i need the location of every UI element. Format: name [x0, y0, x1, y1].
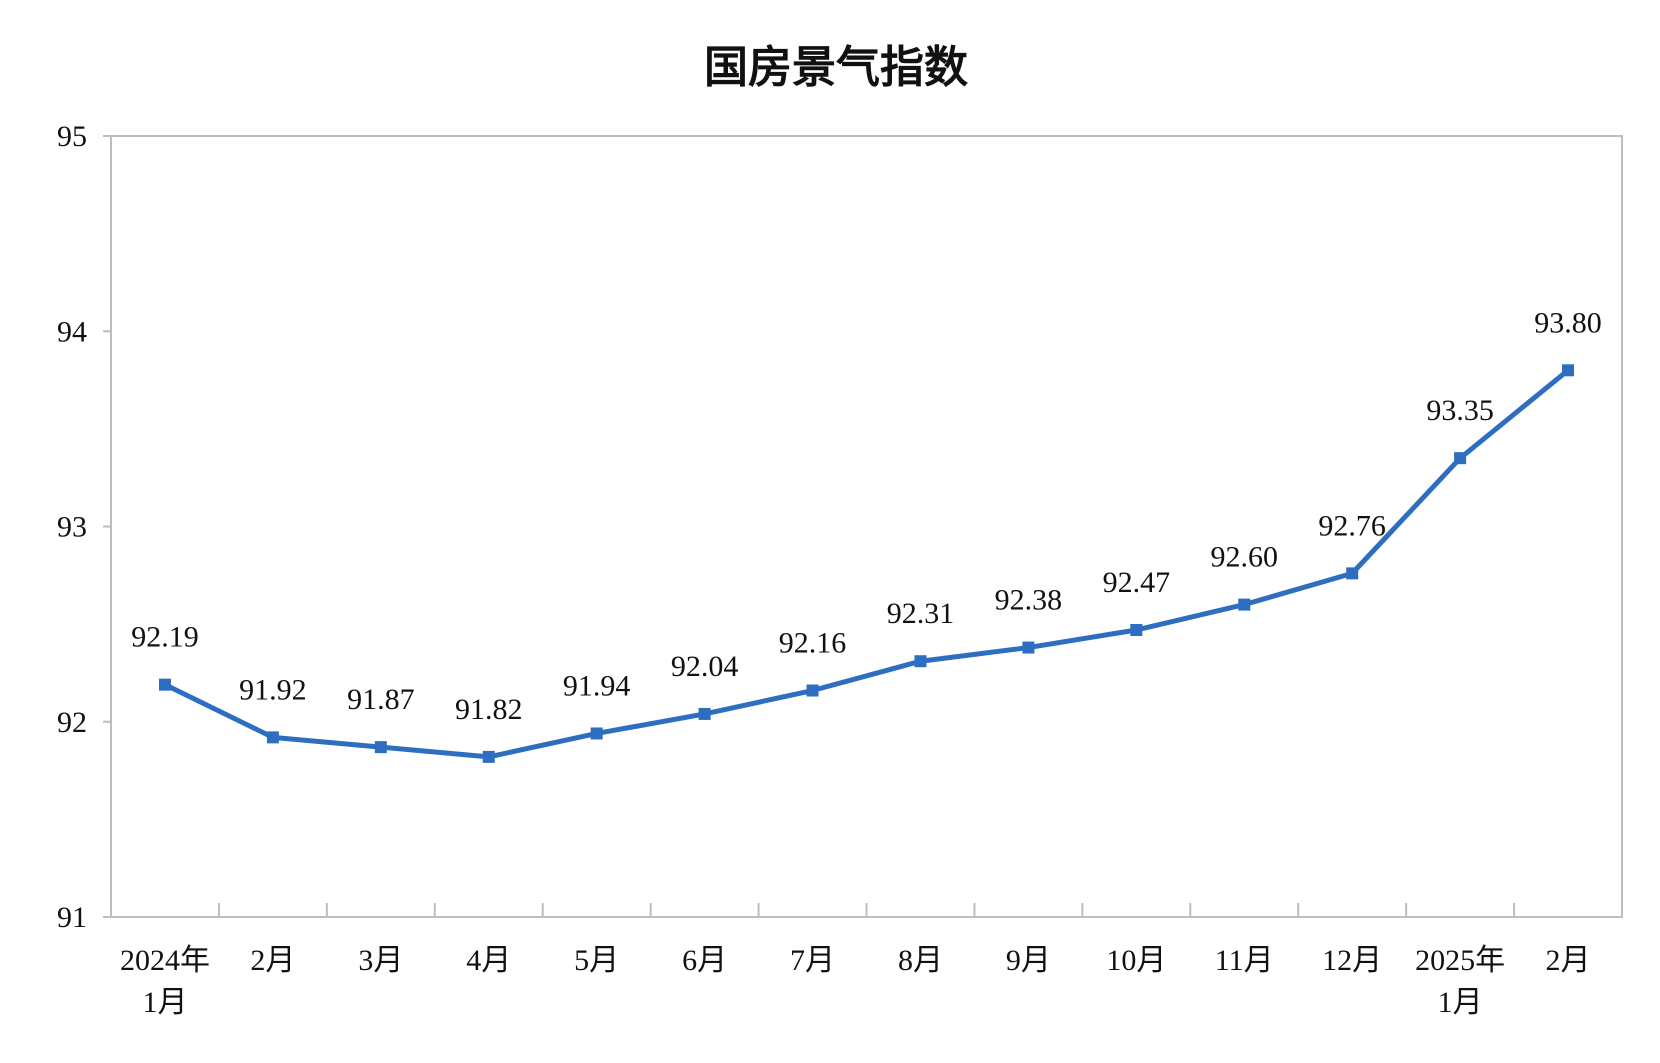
x-tick-label: 2025年	[1415, 944, 1505, 977]
x-tick-label: 6月	[682, 944, 727, 977]
data-label: 92.76	[1318, 509, 1386, 542]
data-point	[1238, 598, 1251, 611]
y-tick-label: 95	[57, 120, 87, 153]
x-tick-label: 1月	[1438, 986, 1483, 1019]
data-label: 91.82	[455, 693, 523, 726]
x-tick-label: 11月	[1215, 944, 1274, 977]
data-point	[698, 707, 711, 720]
data-point	[1022, 641, 1035, 654]
data-point	[1130, 623, 1143, 636]
x-tick-label: 2月	[1546, 944, 1591, 977]
series-line	[163, 368, 1570, 760]
x-tick-label: 7月	[790, 944, 835, 977]
x-tick-label: 3月	[358, 944, 403, 977]
x-tick-label: 4月	[466, 944, 511, 977]
x-tick-label: 12月	[1322, 944, 1382, 977]
data-point	[806, 684, 819, 697]
y-tick-label: 92	[57, 706, 87, 739]
data-point	[914, 655, 927, 668]
x-tick-label: 2月	[250, 944, 295, 977]
x-tick-label: 2024年	[120, 944, 210, 977]
x-tick-label: 5月	[574, 944, 619, 977]
data-label: 92.16	[779, 627, 847, 660]
data-label: 91.92	[239, 673, 307, 706]
x-tick-label: 9月	[1006, 944, 1051, 977]
x-tick-label: 10月	[1106, 944, 1166, 977]
x-tick-label: 1月	[142, 986, 187, 1019]
data-point	[1346, 567, 1359, 580]
y-tick-label: 94	[57, 315, 87, 348]
y-tick-label: 91	[57, 901, 87, 934]
data-label: 92.19	[131, 621, 199, 654]
data-point	[1562, 364, 1575, 377]
data-point	[266, 731, 279, 744]
data-label: 92.47	[1103, 566, 1171, 599]
data-label: 91.94	[563, 669, 631, 702]
data-label: 92.04	[671, 650, 739, 683]
data-point	[1454, 452, 1467, 465]
y-tick-label: 93	[57, 511, 87, 544]
data-label: 92.38	[995, 584, 1063, 617]
data-label: 93.80	[1534, 306, 1602, 339]
data-label: 92.60	[1211, 541, 1279, 574]
data-point	[374, 741, 387, 754]
data-label: 93.35	[1426, 394, 1494, 427]
data-label: 91.87	[347, 683, 415, 716]
x-tick-label: 8月	[898, 944, 943, 977]
data-point	[158, 678, 171, 691]
data-point	[590, 727, 603, 740]
data-point	[482, 750, 495, 763]
data-label: 92.31	[887, 597, 955, 630]
chart-title: 国房景气指数	[704, 42, 968, 93]
